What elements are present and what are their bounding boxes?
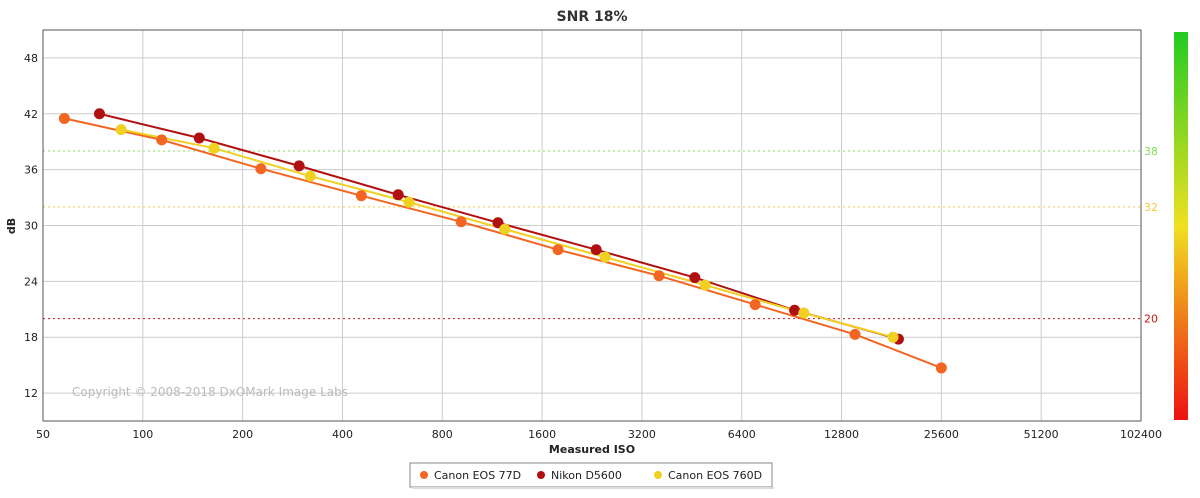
data-point [93,108,105,120]
data-point [255,163,267,175]
x-tick-label: 12800 [824,428,859,441]
grid [43,30,1141,421]
legend-shadow [412,487,774,489]
data-point [552,244,564,256]
quality-scale-bar [1174,32,1188,420]
reference-line-label: 38 [1144,145,1158,158]
chart-title: SNR 18% [557,9,628,25]
copyright-text: Copyright © 2008-2018 DxOMark Image Labs [72,385,348,399]
data-point [492,217,504,229]
legend-label-canon-760d[interactable]: Canon EOS 760D [668,469,762,482]
legend-marker-nikon-d5600 [537,471,545,479]
data-point [749,299,761,311]
data-point [887,331,899,343]
x-tick-label: 25600 [924,428,959,441]
reference-line-label: 20 [1144,313,1158,326]
x-tick-label: 51200 [1024,428,1059,441]
x-tick-label: 102400 [1120,428,1162,441]
legend-marker-canon-77d [420,471,428,479]
y-tick-label: 30 [24,220,38,233]
data-point [689,272,701,284]
data-point [403,196,415,208]
legend-marker-canon-760d [654,471,662,479]
y-axis-ticks: 12 18 24 30 36 42 48 [24,52,38,400]
series [58,108,947,374]
x-axis-title: Measured ISO [549,443,635,456]
data-point [392,189,404,201]
y-tick-label: 24 [24,275,38,288]
plot-frame [42,29,1142,422]
data-point [699,279,711,291]
legend-label-nikon-d5600[interactable]: Nikon D5600 [551,469,622,482]
data-point [304,170,316,182]
data-point [935,362,947,374]
data-point [58,112,70,124]
data-point [156,134,168,146]
data-point [789,304,801,316]
data-point [653,270,665,282]
data-point [798,307,810,319]
x-tick-label: 800 [432,428,453,441]
x-tick-label: 3200 [628,428,656,441]
data-point [193,132,205,144]
data-point [115,124,127,136]
y-tick-label: 48 [24,52,38,65]
x-tick-label: 6400 [728,428,756,441]
x-tick-label: 1600 [528,428,556,441]
data-point [208,142,220,154]
reference-lines: 38 32 20 [43,145,1158,326]
reference-line-label: 32 [1144,201,1158,214]
data-point [355,190,367,202]
x-tick-label: 50 [36,428,50,441]
y-tick-label: 18 [24,331,38,344]
data-point [499,223,511,235]
x-axis-ticks: 50 100 200 400 800 1600 3200 6400 12800 25600 5120… [36,428,1162,441]
y-tick-label: 36 [24,164,38,177]
legend[interactable]: Canon EOS 77D Nikon D5600 Canon EOS 760D [409,462,774,489]
data-point [293,160,305,172]
data-point [455,216,467,228]
data-point [849,328,861,340]
data-point [590,244,602,256]
legend-label-canon-77d[interactable]: Canon EOS 77D [434,469,521,482]
x-tick-label: 200 [232,428,253,441]
y-tick-label: 42 [24,108,38,121]
y-axis-title: dB [5,218,18,234]
x-tick-label: 400 [332,428,353,441]
y-tick-label: 12 [24,387,38,400]
data-point [599,251,611,263]
x-tick-label: 100 [132,428,153,441]
series-line [64,117,942,369]
